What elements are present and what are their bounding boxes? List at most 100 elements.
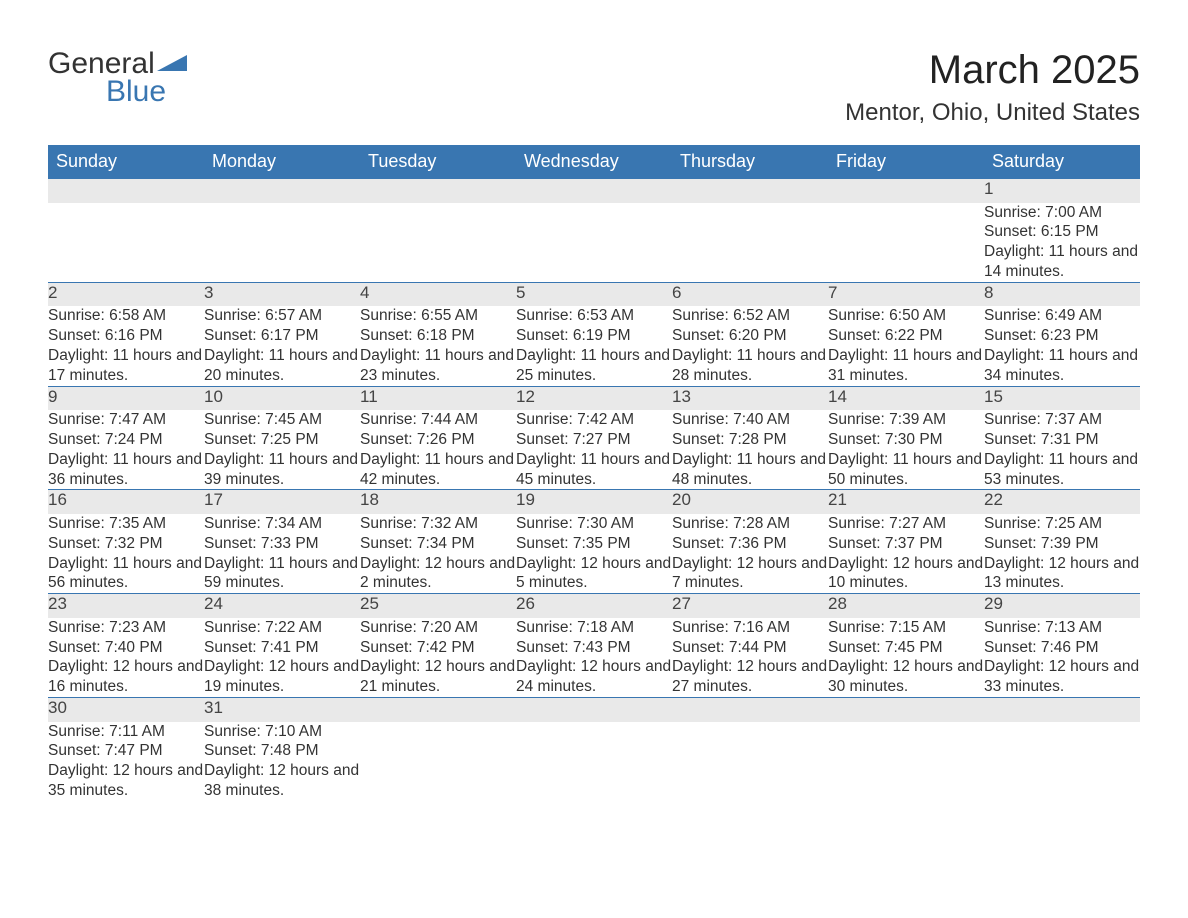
daylight-line: Daylight: 12 hours and 38 minutes. xyxy=(204,761,360,801)
day-details-cell: Sunrise: 7:16 AMSunset: 7:44 PMDaylight:… xyxy=(672,618,828,698)
day-number-cell xyxy=(672,179,828,203)
day-details-cell xyxy=(360,203,516,283)
day-number-cell: 11 xyxy=(360,386,516,410)
sunrise-line: Sunrise: 7:42 AM xyxy=(516,410,672,430)
day-number-cell: 8 xyxy=(984,282,1140,306)
daylight-line: Daylight: 12 hours and 27 minutes. xyxy=(672,657,828,697)
day-details-cell: Sunrise: 7:10 AMSunset: 7:48 PMDaylight:… xyxy=(204,722,360,801)
sunrise-line: Sunrise: 7:39 AM xyxy=(828,410,984,430)
sunrise-line: Sunrise: 7:30 AM xyxy=(516,514,672,534)
sunrise-line: Sunrise: 7:00 AM xyxy=(984,203,1140,223)
sunset-line: Sunset: 7:43 PM xyxy=(516,638,672,658)
weekday-header: Monday xyxy=(204,145,360,179)
sunrise-line: Sunrise: 6:57 AM xyxy=(204,306,360,326)
weekday-header: Friday xyxy=(828,145,984,179)
day-number-cell: 6 xyxy=(672,282,828,306)
day-details-cell: Sunrise: 7:34 AMSunset: 7:33 PMDaylight:… xyxy=(204,514,360,594)
sunrise-line: Sunrise: 6:49 AM xyxy=(984,306,1140,326)
daylight-line: Daylight: 11 hours and 53 minutes. xyxy=(984,450,1140,490)
daylight-line: Daylight: 11 hours and 23 minutes. xyxy=(360,346,516,386)
day-details-cell: Sunrise: 6:58 AMSunset: 6:16 PMDaylight:… xyxy=(48,306,204,386)
day-number-cell: 19 xyxy=(516,490,672,514)
daylight-line: Daylight: 12 hours and 5 minutes. xyxy=(516,554,672,594)
day-number-cell xyxy=(360,698,516,722)
sunset-line: Sunset: 7:48 PM xyxy=(204,741,360,761)
day-number-cell: 16 xyxy=(48,490,204,514)
day-details-cell: Sunrise: 7:44 AMSunset: 7:26 PMDaylight:… xyxy=(360,410,516,490)
day-number-cell: 13 xyxy=(672,386,828,410)
sunrise-line: Sunrise: 7:47 AM xyxy=(48,410,204,430)
daylight-line: Daylight: 12 hours and 21 minutes. xyxy=(360,657,516,697)
sunrise-line: Sunrise: 6:58 AM xyxy=(48,306,204,326)
day-details-cell: Sunrise: 7:39 AMSunset: 7:30 PMDaylight:… xyxy=(828,410,984,490)
sunset-line: Sunset: 7:37 PM xyxy=(828,534,984,554)
sunset-line: Sunset: 7:32 PM xyxy=(48,534,204,554)
sunrise-line: Sunrise: 7:45 AM xyxy=(204,410,360,430)
day-number-cell: 12 xyxy=(516,386,672,410)
page-subtitle: Mentor, Ohio, United States xyxy=(845,99,1140,127)
day-number-cell: 22 xyxy=(984,490,1140,514)
daylight-line: Daylight: 11 hours and 25 minutes. xyxy=(516,346,672,386)
sunset-line: Sunset: 7:33 PM xyxy=(204,534,360,554)
day-details-cell: Sunrise: 6:52 AMSunset: 6:20 PMDaylight:… xyxy=(672,306,828,386)
day-number-cell xyxy=(672,698,828,722)
sunrise-line: Sunrise: 7:25 AM xyxy=(984,514,1140,534)
day-details-cell: Sunrise: 6:50 AMSunset: 6:22 PMDaylight:… xyxy=(828,306,984,386)
day-details-cell: Sunrise: 7:13 AMSunset: 7:46 PMDaylight:… xyxy=(984,618,1140,698)
weekday-header-row: Sunday Monday Tuesday Wednesday Thursday… xyxy=(48,145,1140,179)
day-details-cell: Sunrise: 7:20 AMSunset: 7:42 PMDaylight:… xyxy=(360,618,516,698)
day-number-cell: 21 xyxy=(828,490,984,514)
day-number-cell xyxy=(828,698,984,722)
daylight-line: Daylight: 11 hours and 42 minutes. xyxy=(360,450,516,490)
sunrise-line: Sunrise: 6:52 AM xyxy=(672,306,828,326)
day-number-cell: 29 xyxy=(984,594,1140,618)
day-details-cell: Sunrise: 7:18 AMSunset: 7:43 PMDaylight:… xyxy=(516,618,672,698)
daylight-line: Daylight: 12 hours and 30 minutes. xyxy=(828,657,984,697)
daylight-line: Daylight: 11 hours and 17 minutes. xyxy=(48,346,204,386)
daylight-line: Daylight: 12 hours and 16 minutes. xyxy=(48,657,204,697)
day-number-cell xyxy=(516,179,672,203)
sunset-line: Sunset: 7:34 PM xyxy=(360,534,516,554)
sunrise-line: Sunrise: 7:44 AM xyxy=(360,410,516,430)
day-number-cell: 2 xyxy=(48,282,204,306)
day-details-row: Sunrise: 7:23 AMSunset: 7:40 PMDaylight:… xyxy=(48,618,1140,698)
day-details-cell: Sunrise: 7:35 AMSunset: 7:32 PMDaylight:… xyxy=(48,514,204,594)
daylight-line: Daylight: 11 hours and 56 minutes. xyxy=(48,554,204,594)
brand-logo: General Blue xyxy=(48,48,187,107)
day-details-cell xyxy=(828,203,984,283)
day-details-cell xyxy=(984,722,1140,801)
day-number-cell: 26 xyxy=(516,594,672,618)
day-number-cell: 30 xyxy=(48,698,204,722)
day-number-cell xyxy=(204,179,360,203)
sunrise-line: Sunrise: 7:27 AM xyxy=(828,514,984,534)
day-details-cell: Sunrise: 7:22 AMSunset: 7:41 PMDaylight:… xyxy=(204,618,360,698)
day-number-cell: 18 xyxy=(360,490,516,514)
sunrise-line: Sunrise: 7:20 AM xyxy=(360,618,516,638)
sunrise-line: Sunrise: 6:50 AM xyxy=(828,306,984,326)
sunset-line: Sunset: 7:36 PM xyxy=(672,534,828,554)
sunset-line: Sunset: 7:35 PM xyxy=(516,534,672,554)
daylight-line: Daylight: 11 hours and 39 minutes. xyxy=(204,450,360,490)
sunset-line: Sunset: 7:41 PM xyxy=(204,638,360,658)
day-details-cell: Sunrise: 7:25 AMSunset: 7:39 PMDaylight:… xyxy=(984,514,1140,594)
title-block: March 2025 Mentor, Ohio, United States xyxy=(845,48,1140,127)
daylight-line: Daylight: 11 hours and 45 minutes. xyxy=(516,450,672,490)
weekday-header: Wednesday xyxy=(516,145,672,179)
day-number-cell: 25 xyxy=(360,594,516,618)
sunset-line: Sunset: 6:17 PM xyxy=(204,326,360,346)
daylight-line: Daylight: 11 hours and 48 minutes. xyxy=(672,450,828,490)
day-details-cell: Sunrise: 7:11 AMSunset: 7:47 PMDaylight:… xyxy=(48,722,204,801)
day-number-cell: 9 xyxy=(48,386,204,410)
sunset-line: Sunset: 6:19 PM xyxy=(516,326,672,346)
page-header: General Blue March 2025 Mentor, Ohio, Un… xyxy=(48,48,1140,127)
daylight-line: Daylight: 11 hours and 20 minutes. xyxy=(204,346,360,386)
day-details-cell xyxy=(672,722,828,801)
day-details-cell xyxy=(204,203,360,283)
daylight-line: Daylight: 12 hours and 24 minutes. xyxy=(516,657,672,697)
day-number-cell: 23 xyxy=(48,594,204,618)
day-number-cell: 27 xyxy=(672,594,828,618)
weekday-header: Saturday xyxy=(984,145,1140,179)
day-details-row: Sunrise: 6:58 AMSunset: 6:16 PMDaylight:… xyxy=(48,306,1140,386)
sunrise-line: Sunrise: 7:22 AM xyxy=(204,618,360,638)
day-number-row: 3031 xyxy=(48,698,1140,722)
